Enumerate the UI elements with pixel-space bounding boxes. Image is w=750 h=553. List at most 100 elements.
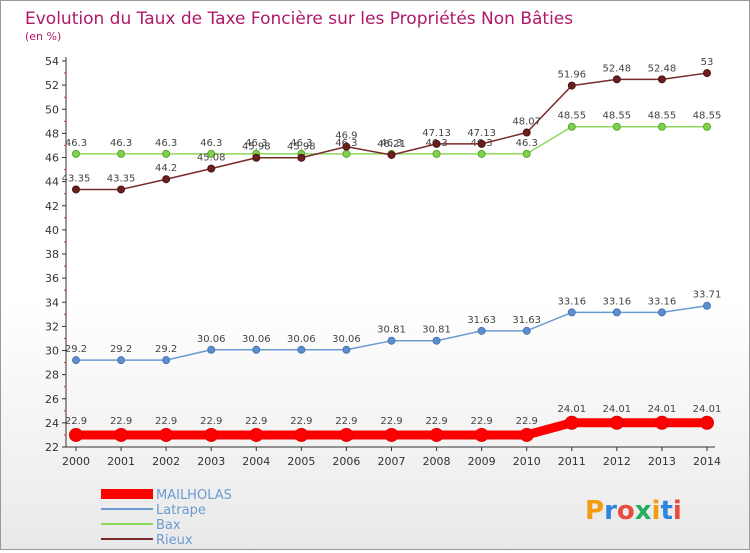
data-label: 45.98 bbox=[242, 142, 271, 153]
data-label: 30.06 bbox=[332, 334, 361, 345]
data-point bbox=[162, 356, 171, 365]
x-tick-label: 2001 bbox=[107, 455, 135, 468]
data-label: 53 bbox=[701, 57, 714, 68]
chart-title: Evolution du Taux de Taxe Foncière sur l… bbox=[25, 9, 573, 29]
data-label: 22.9 bbox=[290, 416, 312, 427]
data-label: 22.9 bbox=[245, 416, 267, 427]
data-point bbox=[477, 326, 486, 335]
data-point bbox=[657, 75, 666, 84]
y-tick-label: 54 bbox=[45, 55, 59, 68]
data-point bbox=[567, 122, 576, 131]
proxiti-logo: Proxiti bbox=[585, 496, 682, 526]
data-label: 29.2 bbox=[155, 344, 177, 355]
data-point bbox=[567, 308, 576, 317]
data-label: 45.08 bbox=[197, 153, 226, 164]
x-tick-label: 2009 bbox=[468, 455, 496, 468]
y-tick-label: 38 bbox=[45, 248, 59, 261]
x-tick-label: 2007 bbox=[378, 455, 406, 468]
data-label: 31.63 bbox=[467, 315, 496, 326]
data-label: 30.06 bbox=[287, 334, 316, 345]
data-label: 51.96 bbox=[557, 70, 586, 81]
chart-series: 29.2 29.2 29.2 30.06 30.06 30.06 30.06 30.81 30.… bbox=[62, 57, 722, 442]
data-point bbox=[429, 427, 444, 442]
data-label: 30.81 bbox=[377, 325, 406, 336]
data-point bbox=[700, 415, 714, 430]
x-tick-label: 2003 bbox=[197, 455, 225, 468]
y-tick-label: 32 bbox=[45, 320, 59, 333]
y-tick-label: 28 bbox=[45, 369, 59, 382]
data-point bbox=[432, 139, 441, 148]
series-mailholas: 22.9 22.9 22.9 22.9 22.9 22.9 22.9 22.9 22.9 22.9… bbox=[65, 404, 721, 442]
data-point bbox=[72, 185, 80, 194]
data-point bbox=[159, 427, 174, 442]
data-point bbox=[654, 415, 669, 430]
data-point bbox=[252, 153, 261, 162]
data-point bbox=[207, 345, 216, 354]
data-point bbox=[117, 185, 126, 194]
data-point bbox=[207, 164, 216, 173]
data-label: 22.9 bbox=[65, 416, 87, 427]
data-point bbox=[432, 336, 441, 345]
y-tick-label: 46 bbox=[45, 152, 59, 165]
data-label: 33.71 bbox=[693, 290, 722, 301]
data-label: 43.35 bbox=[62, 173, 91, 184]
data-point bbox=[657, 308, 666, 317]
data-point bbox=[69, 427, 83, 442]
x-tick-label: 2006 bbox=[332, 455, 360, 468]
data-point bbox=[339, 427, 354, 442]
chart-subtitle: (en %) bbox=[25, 30, 61, 43]
data-point bbox=[162, 149, 171, 158]
data-point bbox=[249, 427, 264, 442]
data-point bbox=[474, 427, 489, 442]
data-label: 33.16 bbox=[557, 296, 586, 307]
data-point bbox=[252, 345, 261, 354]
series-bax: 46.346.346.346.346.346.346.346.346.346.3… bbox=[65, 111, 721, 158]
y-tick-label: 26 bbox=[45, 393, 59, 406]
data-point bbox=[609, 415, 624, 430]
data-label: 48.55 bbox=[648, 111, 677, 122]
data-label: 52.48 bbox=[603, 63, 632, 74]
data-label: 22.9 bbox=[110, 416, 132, 427]
x-tick-label: 2005 bbox=[287, 455, 315, 468]
data-label: 24.01 bbox=[557, 404, 586, 415]
data-point bbox=[384, 427, 399, 442]
y-tick-label: 30 bbox=[45, 345, 59, 358]
data-point bbox=[72, 149, 80, 158]
data-point bbox=[519, 427, 534, 442]
data-label: 46.3 bbox=[110, 138, 132, 149]
data-label: 48.07 bbox=[512, 117, 541, 128]
proxiti-logo-text: Proxiti bbox=[585, 496, 682, 526]
y-tick-label: 50 bbox=[45, 103, 59, 116]
data-label: 46.3 bbox=[155, 138, 177, 149]
data-label: 44.2 bbox=[155, 163, 177, 174]
data-label: 22.9 bbox=[516, 416, 538, 427]
y-tick-label: 44 bbox=[45, 176, 59, 189]
data-label: 24.01 bbox=[648, 404, 677, 415]
data-label: 47.13 bbox=[467, 128, 496, 139]
y-tick-label: 42 bbox=[45, 200, 59, 213]
x-tick-label: 2008 bbox=[423, 455, 451, 468]
y-tick-label: 52 bbox=[45, 79, 59, 92]
legend-label: MAILHOLAS bbox=[156, 488, 232, 503]
data-label: 30.06 bbox=[242, 334, 271, 345]
data-point bbox=[612, 308, 621, 317]
data-point bbox=[117, 149, 126, 158]
x-tick-label: 2000 bbox=[62, 455, 90, 468]
data-point bbox=[204, 427, 219, 442]
data-point bbox=[522, 128, 531, 137]
data-label: 46.3 bbox=[245, 138, 267, 149]
data-point bbox=[342, 345, 351, 354]
data-label: 48.55 bbox=[603, 111, 632, 122]
data-label: 52.48 bbox=[648, 63, 677, 74]
data-label: 48.55 bbox=[693, 111, 722, 122]
data-point bbox=[567, 81, 576, 90]
data-label: 46.3 bbox=[65, 138, 87, 149]
data-point bbox=[297, 345, 306, 354]
data-label: 22.9 bbox=[380, 416, 402, 427]
data-point bbox=[703, 301, 711, 310]
data-point bbox=[114, 427, 129, 442]
x-tick-label: 2010 bbox=[513, 455, 541, 468]
y-tick-label: 36 bbox=[45, 272, 59, 285]
